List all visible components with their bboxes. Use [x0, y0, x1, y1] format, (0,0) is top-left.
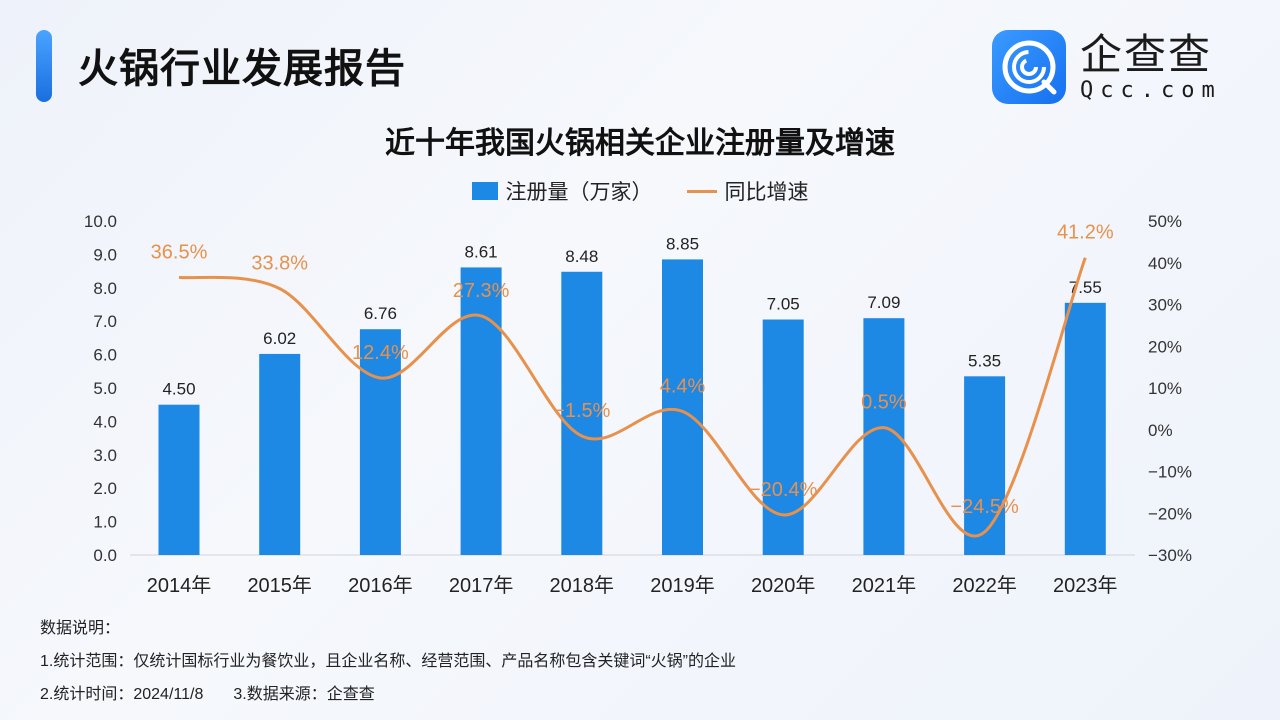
- growth-value-label: 41.2%: [1057, 222, 1114, 244]
- bar-value-label: 8.61: [465, 242, 498, 261]
- legend-line-label: 同比增速: [724, 181, 809, 204]
- left-axis-tick: 0.0: [93, 546, 117, 565]
- right-axis-tick: 50%: [1148, 212, 1182, 231]
- right-axis-tick: −20%: [1148, 504, 1192, 523]
- qcc-logo-icon: [992, 30, 1066, 104]
- bar-value-label: 7.09: [867, 293, 900, 312]
- data-notes: 数据说明： 1.统计范围：仅统计国标行业为餐饮业，且企业名称、经营范围、产品名称…: [40, 612, 736, 711]
- x-axis-tick: 2021年: [852, 574, 917, 597]
- bar: [259, 353, 301, 555]
- left-axis-tick: 2.0: [93, 479, 117, 498]
- left-axis-tick: 5.0: [93, 379, 117, 398]
- x-axis-tick: 2017年: [449, 574, 514, 597]
- bar: [460, 267, 502, 555]
- logo-en: Qcc.com: [1080, 77, 1222, 103]
- bar: [1064, 302, 1106, 555]
- left-axis-tick: 3.0: [93, 446, 117, 465]
- growth-value-label: 12.4%: [352, 342, 409, 364]
- x-axis-tick: 2015年: [247, 574, 312, 597]
- chart-title: 近十年我国火锅相关企业注册量及增速: [385, 127, 895, 160]
- growth-value-label: 33.8%: [251, 253, 308, 275]
- left-axis-tick: 7.0: [93, 312, 117, 331]
- right-axis-tick: −10%: [1148, 463, 1192, 482]
- growth-value-label: −24.5%: [950, 496, 1019, 518]
- bar-value-label: 4.50: [162, 380, 195, 399]
- bar-value-label: 8.48: [565, 247, 598, 266]
- growth-value-label: 0.5%: [861, 392, 907, 414]
- notes-heading: 数据说明：: [40, 620, 121, 637]
- bar: [964, 376, 1006, 555]
- x-axis-tick: 2022年: [952, 574, 1017, 597]
- x-axis-tick: 2018年: [550, 574, 615, 597]
- legend-line-swatch: [686, 189, 717, 193]
- bar: [662, 259, 703, 555]
- legend-bar-label: 注册量（万家）: [505, 181, 653, 204]
- notes-date: 2.统计时间：2024/11/8: [40, 686, 204, 703]
- title-accent-bar: [36, 30, 52, 102]
- bar: [762, 319, 804, 555]
- left-axis-tick: 8.0: [93, 279, 117, 298]
- bar-value-label: 5.35: [968, 351, 1001, 370]
- right-axis-tick: 30%: [1148, 296, 1182, 315]
- x-axis-tick: 2020年: [751, 574, 816, 597]
- bar: [561, 271, 603, 555]
- growth-value-label: 36.5%: [151, 241, 208, 263]
- x-axis-tick: 2019年: [650, 574, 715, 597]
- bar: [158, 404, 200, 555]
- bar-value-label: 7.05: [767, 295, 800, 314]
- growth-value-label: 27.3%: [453, 280, 510, 302]
- growth-line: [178, 257, 1087, 538]
- left-axis-tick: 1.0: [93, 513, 117, 532]
- bar-value-label: 6.76: [364, 304, 397, 323]
- logo-cn: 企查查: [1080, 30, 1213, 78]
- growth-value-label: −20.4%: [749, 479, 818, 501]
- growth-value-label: −1.5%: [553, 400, 610, 422]
- x-axis-tick: 2014年: [147, 574, 212, 597]
- right-axis-tick: 20%: [1148, 337, 1182, 356]
- notes-source: 3.数据来源：企查查: [233, 686, 375, 703]
- notes-scope: 1.统计范围：仅统计国标行业为餐饮业，且企业名称、经营范围、产品名称包含关键词“…: [40, 653, 737, 670]
- x-axis-tick: 2023年: [1053, 574, 1118, 597]
- legend: 注册量（万家） 同比增速: [0, 176, 1280, 206]
- left-axis-tick: 9.0: [93, 245, 117, 264]
- right-axis-tick: 0%: [1148, 421, 1173, 440]
- bar-value-label: 6.02: [263, 329, 296, 348]
- right-axis-tick: 10%: [1148, 379, 1182, 398]
- left-axis-tick: 6.0: [93, 346, 117, 365]
- left-axis-tick: 4.0: [93, 412, 117, 431]
- left-axis-tick: 10.0: [84, 212, 117, 231]
- report-title: 火锅行业发展报告: [78, 47, 406, 91]
- growth-value-label: 4.4%: [660, 375, 706, 397]
- bar-value-label: 8.85: [666, 234, 699, 253]
- right-axis-tick: 40%: [1148, 254, 1182, 273]
- bar: [359, 329, 401, 555]
- qcc-logo: 企查查 Qcc.com: [992, 30, 1222, 104]
- x-axis-tick: 2016年: [348, 574, 413, 597]
- legend-bar-swatch: [471, 182, 498, 200]
- right-axis-tick: −30%: [1148, 546, 1192, 565]
